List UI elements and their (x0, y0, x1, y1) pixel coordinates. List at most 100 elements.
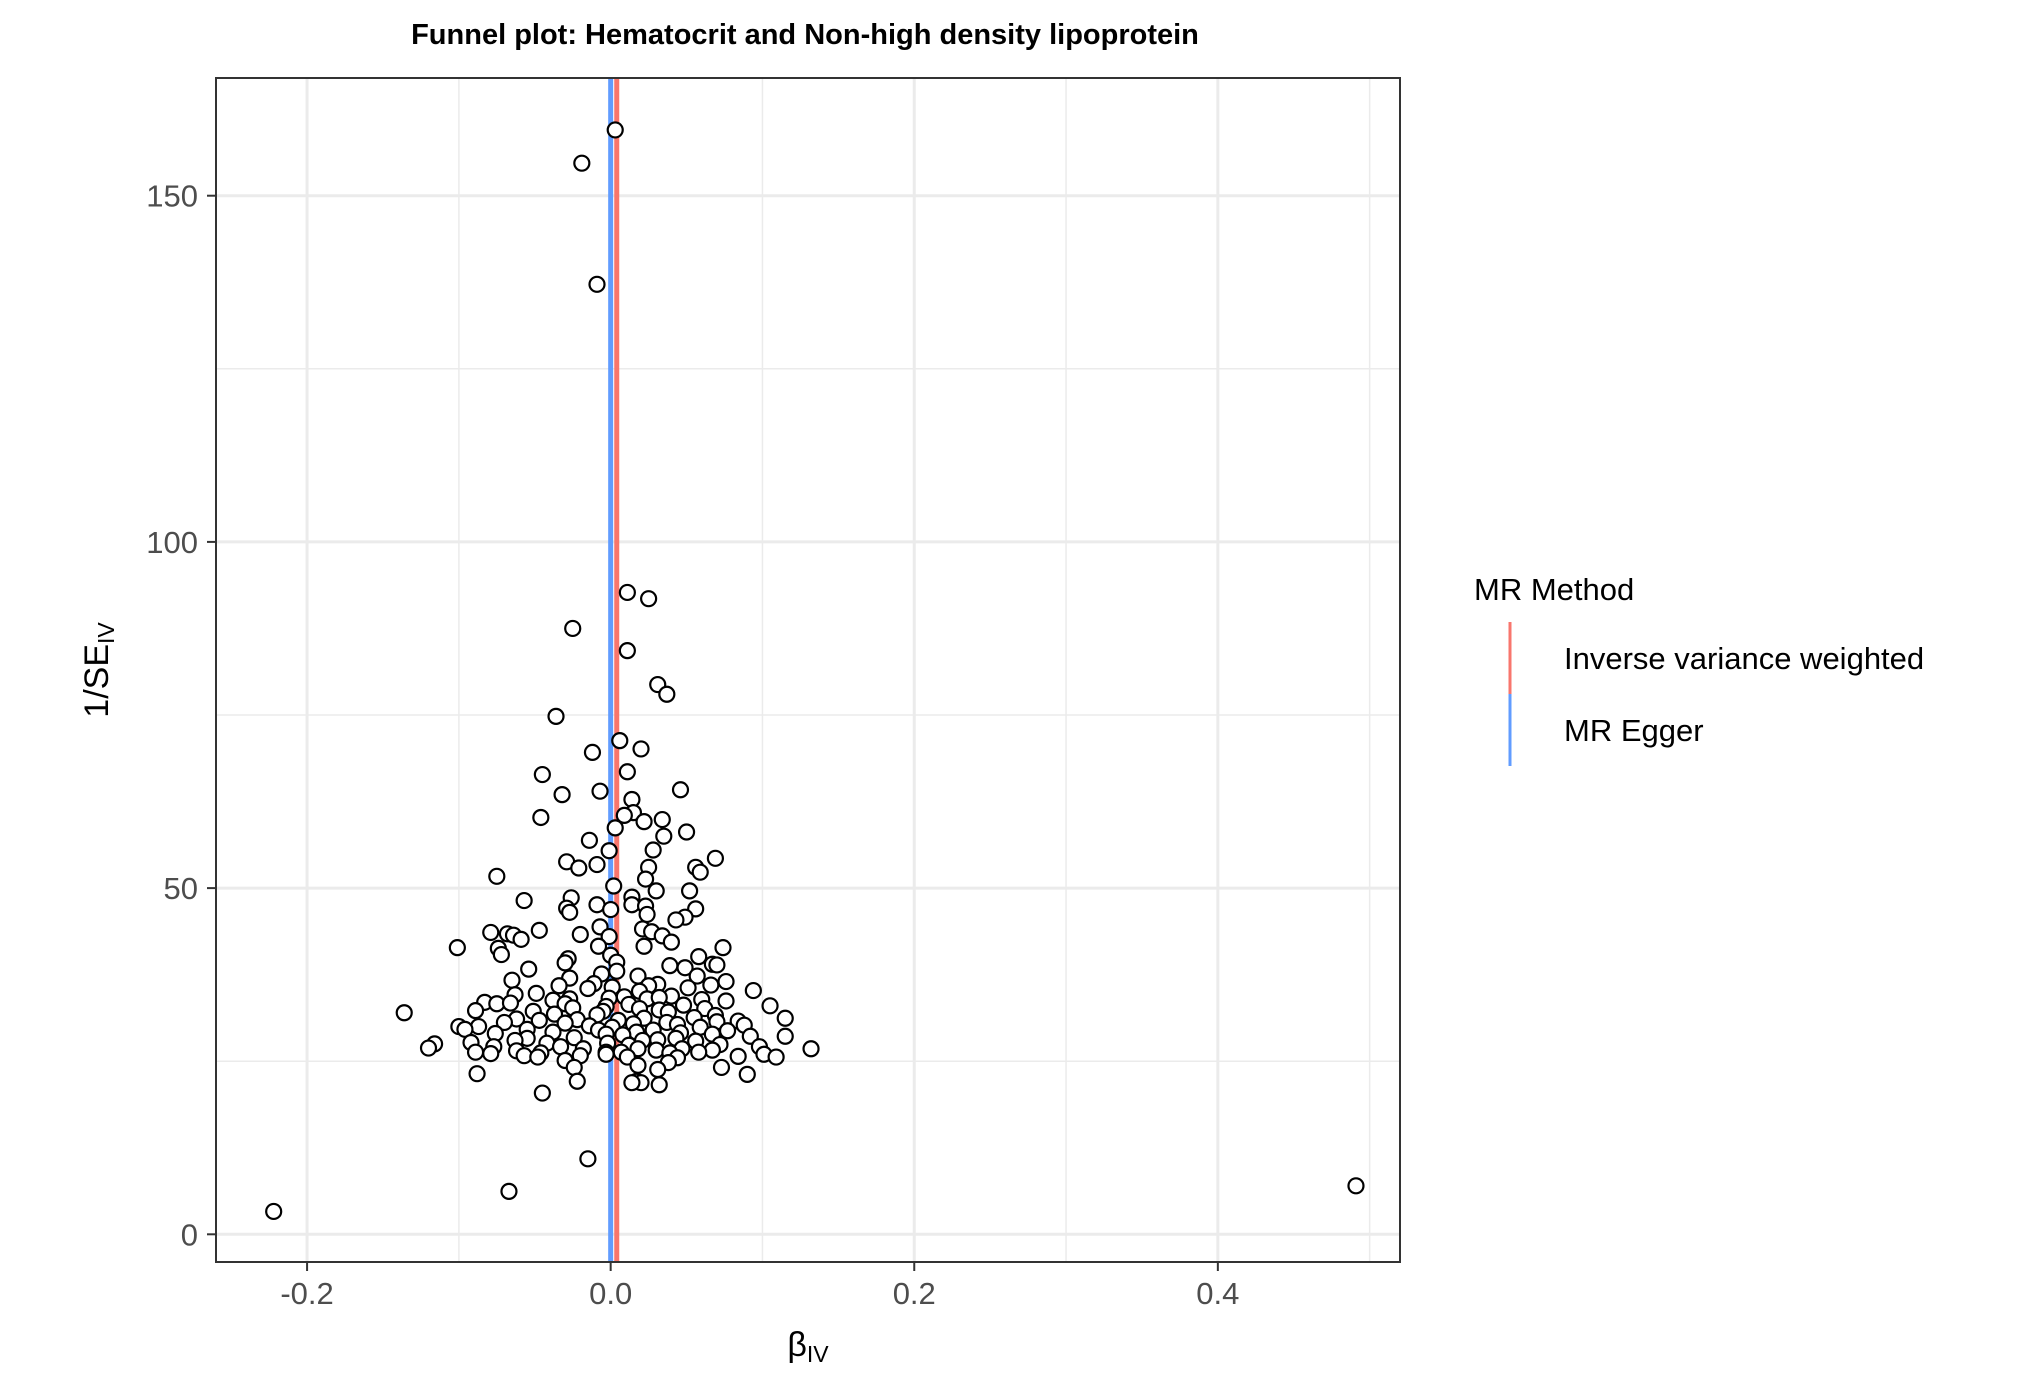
data-point (662, 933, 680, 951)
data-point (717, 992, 735, 1010)
chart-title: Funnel plot: Hematocrit and Non-high den… (411, 19, 1199, 51)
data-point (661, 957, 679, 975)
data-point (547, 707, 565, 725)
data-point (550, 977, 568, 995)
data-point (602, 900, 620, 919)
data-point (629, 1056, 647, 1074)
data-point (597, 1045, 615, 1063)
data-point (615, 806, 633, 825)
data-point (717, 972, 735, 991)
y-tick-label: 0 (181, 1217, 198, 1252)
data-point (591, 782, 609, 800)
data-point (503, 971, 521, 989)
data-point (606, 121, 624, 139)
data-point (679, 979, 697, 997)
data-point (636, 870, 655, 888)
y-axis-title-main: 1/SE (78, 644, 116, 718)
data-point (530, 1011, 548, 1029)
data-point (638, 905, 656, 924)
data-point (529, 1048, 547, 1066)
data-point (640, 590, 658, 608)
data-point (712, 1058, 731, 1077)
data-point (714, 939, 732, 957)
data-point (632, 740, 650, 758)
data-point (556, 1014, 574, 1032)
data-point (635, 937, 653, 955)
legend: MR Method Inverse variance weighted MR E… (1474, 572, 1924, 766)
x-tick-label: 0.0 (589, 1276, 632, 1311)
data-point (690, 1043, 708, 1061)
data-point (776, 1027, 794, 1045)
data-point (647, 1041, 665, 1059)
data-point (545, 1005, 564, 1023)
data-point (644, 841, 662, 859)
data-point (488, 867, 506, 885)
data-point (691, 863, 709, 881)
plot-background (216, 78, 1400, 1262)
data-point (579, 979, 597, 998)
minor-gridlines (216, 78, 1400, 1262)
data-point (495, 1013, 514, 1032)
data-point (702, 976, 720, 994)
data-point (761, 997, 779, 1015)
data-point (533, 765, 551, 784)
data-point (564, 619, 582, 638)
data-point (729, 1047, 747, 1065)
legend-title: MR Method (1474, 572, 1634, 607)
data-point (600, 927, 618, 946)
y-axis-title-subscript: IV (93, 622, 119, 644)
plot-border (215, 77, 1401, 1263)
data-point (492, 945, 510, 964)
data-point (568, 1072, 586, 1090)
data-point (579, 1150, 597, 1168)
data-point (688, 967, 706, 985)
data-point (395, 1004, 413, 1022)
data-point (589, 937, 608, 955)
data-point (588, 275, 606, 293)
x-tick-label: 0.4 (1196, 1276, 1239, 1311)
data-point (533, 1084, 551, 1102)
data-point (667, 911, 685, 929)
data-point (466, 1043, 485, 1061)
data-point (527, 984, 545, 1002)
x-axis-title: βIV (787, 1326, 829, 1367)
data-point (738, 1065, 756, 1083)
data-point (565, 1058, 583, 1077)
method-lines (608, 78, 620, 1262)
data-point (265, 1202, 283, 1221)
data-point (482, 1044, 500, 1063)
y-tick-label: 50 (164, 871, 198, 906)
data-point (1347, 1177, 1365, 1195)
data-point (618, 642, 636, 660)
data-point (608, 962, 626, 980)
data-point (623, 1074, 641, 1092)
y-axis-title: 1/SEIV (78, 622, 119, 718)
data-point (674, 996, 693, 1014)
data-point (655, 827, 673, 845)
data-point (470, 1017, 488, 1036)
data-point (570, 859, 588, 877)
x-axis: -0.2 0.0 0.2 0.4 (280, 1262, 1239, 1311)
data-point (556, 954, 574, 972)
x-axis-title-main: β (787, 1326, 807, 1364)
data-point (419, 1039, 438, 1057)
data-point (553, 786, 571, 804)
data-point (718, 1022, 737, 1040)
legend-label-ivw: Inverse variance weighted (1564, 641, 1924, 676)
data-point (501, 994, 520, 1012)
data-point (551, 1038, 570, 1056)
data-point (649, 1060, 667, 1079)
x-axis-title-subscript: IV (807, 1341, 829, 1367)
data-point (744, 981, 762, 1000)
data-point (588, 855, 606, 874)
data-point (530, 921, 548, 939)
data-point (677, 823, 696, 841)
data-point (618, 763, 636, 781)
y-tick-label: 150 (146, 179, 198, 214)
data-point (573, 154, 591, 172)
x-tick-label: -0.2 (280, 1276, 333, 1311)
data-point (635, 813, 653, 831)
data-point (650, 1076, 668, 1094)
data-point (532, 808, 550, 827)
